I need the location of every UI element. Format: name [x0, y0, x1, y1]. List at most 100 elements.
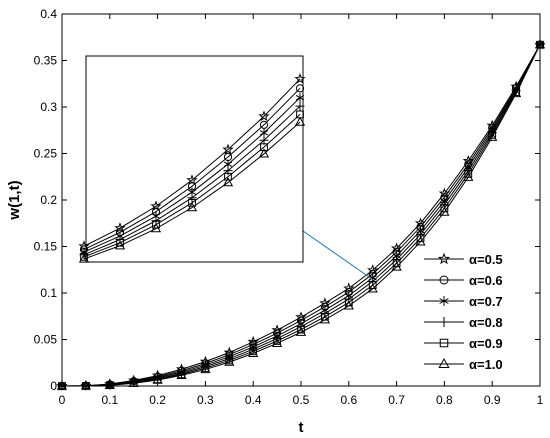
plus-marker — [259, 135, 269, 145]
circle-marker — [439, 275, 449, 285]
y-tick-label: 0.35 — [34, 54, 58, 68]
x-tick-label: 0.2 — [149, 393, 166, 407]
triangle-marker — [224, 356, 235, 366]
legend-label: α=0.6 — [469, 273, 503, 288]
star-marker — [294, 73, 306, 84]
triangle-marker — [439, 206, 450, 216]
legend-entry: α=0.9 — [424, 336, 503, 351]
x-tick-label: 0.1 — [101, 393, 118, 407]
x-tick-label: 0.4 — [245, 393, 262, 407]
series-path — [61, 44, 541, 387]
y-tick-label: 0.15 — [34, 240, 58, 254]
triangle-marker — [415, 236, 426, 246]
x-tick-label: 0.5 — [293, 393, 310, 407]
x-tick-label: 0.9 — [484, 393, 501, 407]
star-marker — [295, 311, 307, 322]
x-tick-label: 0.6 — [340, 393, 357, 407]
square-marker — [188, 198, 196, 207]
inset-connector — [302, 230, 373, 280]
triangle-marker — [56, 380, 68, 390]
triangle-marker — [294, 116, 306, 126]
y-tick-label: 0.3 — [40, 100, 57, 114]
y-tick-label: 0.05 — [34, 333, 58, 347]
x-tick-label: 0.3 — [197, 393, 214, 407]
legend-label: α=0.7 — [469, 294, 503, 309]
triangle-marker — [258, 148, 270, 158]
star-marker — [319, 297, 331, 309]
legend: α=0.5 α=0.6 α=0.7 α=0.8 α=0.9 α=1.0 — [424, 252, 503, 372]
legend-label: α=0.5 — [469, 252, 503, 267]
y-axis-label: w(1,t) — [6, 180, 23, 220]
triangle-marker — [295, 326, 307, 336]
square-marker — [152, 220, 160, 229]
triangle-marker — [150, 223, 162, 233]
triangle-marker — [487, 131, 498, 141]
legend-entry: α=0.6 — [424, 273, 503, 288]
legend-label: α=0.9 — [469, 336, 503, 351]
square-marker — [488, 131, 497, 139]
plus-marker — [439, 317, 449, 327]
star-marker — [414, 217, 427, 229]
star-marker — [343, 282, 355, 294]
y-tick-label: 0 — [50, 379, 57, 393]
x-tick-label: 0.7 — [388, 393, 405, 407]
asterisk-marker — [295, 93, 305, 103]
star-marker — [437, 252, 451, 265]
x-tick-label: 0.8 — [436, 393, 453, 407]
triangle-marker — [510, 87, 522, 98]
square-marker — [260, 143, 268, 152]
star-marker — [367, 264, 379, 276]
legend-label: α=1.0 — [469, 357, 503, 372]
triangle-marker — [463, 171, 474, 181]
plot-frame — [61, 13, 541, 387]
circle-marker — [295, 84, 305, 93]
triangle-marker — [391, 261, 402, 271]
inset-frame — [85, 55, 304, 263]
zoom-inset — [78, 55, 373, 280]
inset-series-line — [78, 73, 306, 252]
y-tick-label: 0.2 — [40, 193, 57, 207]
y-tick-label: 0.4 — [40, 7, 57, 21]
x-tick-label: 0 — [59, 393, 66, 407]
series-path — [61, 44, 541, 387]
triangle-marker — [343, 300, 354, 310]
triangle-marker — [80, 380, 92, 390]
inset-series-path — [83, 121, 301, 260]
plus-marker — [187, 193, 197, 203]
triangle-marker — [104, 379, 115, 389]
x-tick-label: 1 — [537, 393, 544, 407]
square-marker — [224, 172, 232, 181]
triangle-marker — [222, 177, 234, 187]
inset-series-path — [83, 78, 301, 247]
star-marker — [114, 222, 126, 233]
triangle-marker — [200, 363, 211, 374]
legend-entry: α=0.5 — [424, 252, 503, 267]
star-marker — [258, 110, 270, 122]
square-marker — [297, 325, 305, 334]
triangle-marker — [367, 283, 378, 293]
star-marker — [390, 242, 403, 254]
triangle-marker — [186, 202, 198, 212]
legend-entry: α=1.0 — [424, 357, 503, 372]
square-marker — [439, 338, 449, 348]
x-axis-label: t — [299, 419, 304, 436]
triangle-marker — [438, 357, 450, 368]
triangle-marker — [114, 240, 126, 250]
y-tick-label: 0.25 — [34, 147, 58, 161]
inset-series-line — [78, 116, 306, 263]
legend-entry: α=0.8 — [424, 315, 503, 330]
legend-entry: α=0.7 — [424, 294, 503, 309]
y-tick-label: 0.1 — [40, 286, 57, 300]
triangle-marker — [176, 369, 187, 380]
plus-marker — [295, 101, 305, 111]
square-marker — [273, 337, 281, 345]
asterisk-marker — [439, 296, 449, 306]
legend-label: α=0.8 — [469, 315, 503, 330]
triangle-marker — [319, 314, 331, 324]
triangle-marker — [271, 337, 283, 347]
triangle-marker — [152, 374, 163, 384]
triangle-marker — [78, 253, 90, 263]
tick-layer: 0 0.1 0.2 0.3 0.4 0.5 0.6 0.7 0.8 0.9 1 0 0.05 0.1 0.1… — [34, 7, 544, 407]
star-marker — [186, 174, 198, 185]
